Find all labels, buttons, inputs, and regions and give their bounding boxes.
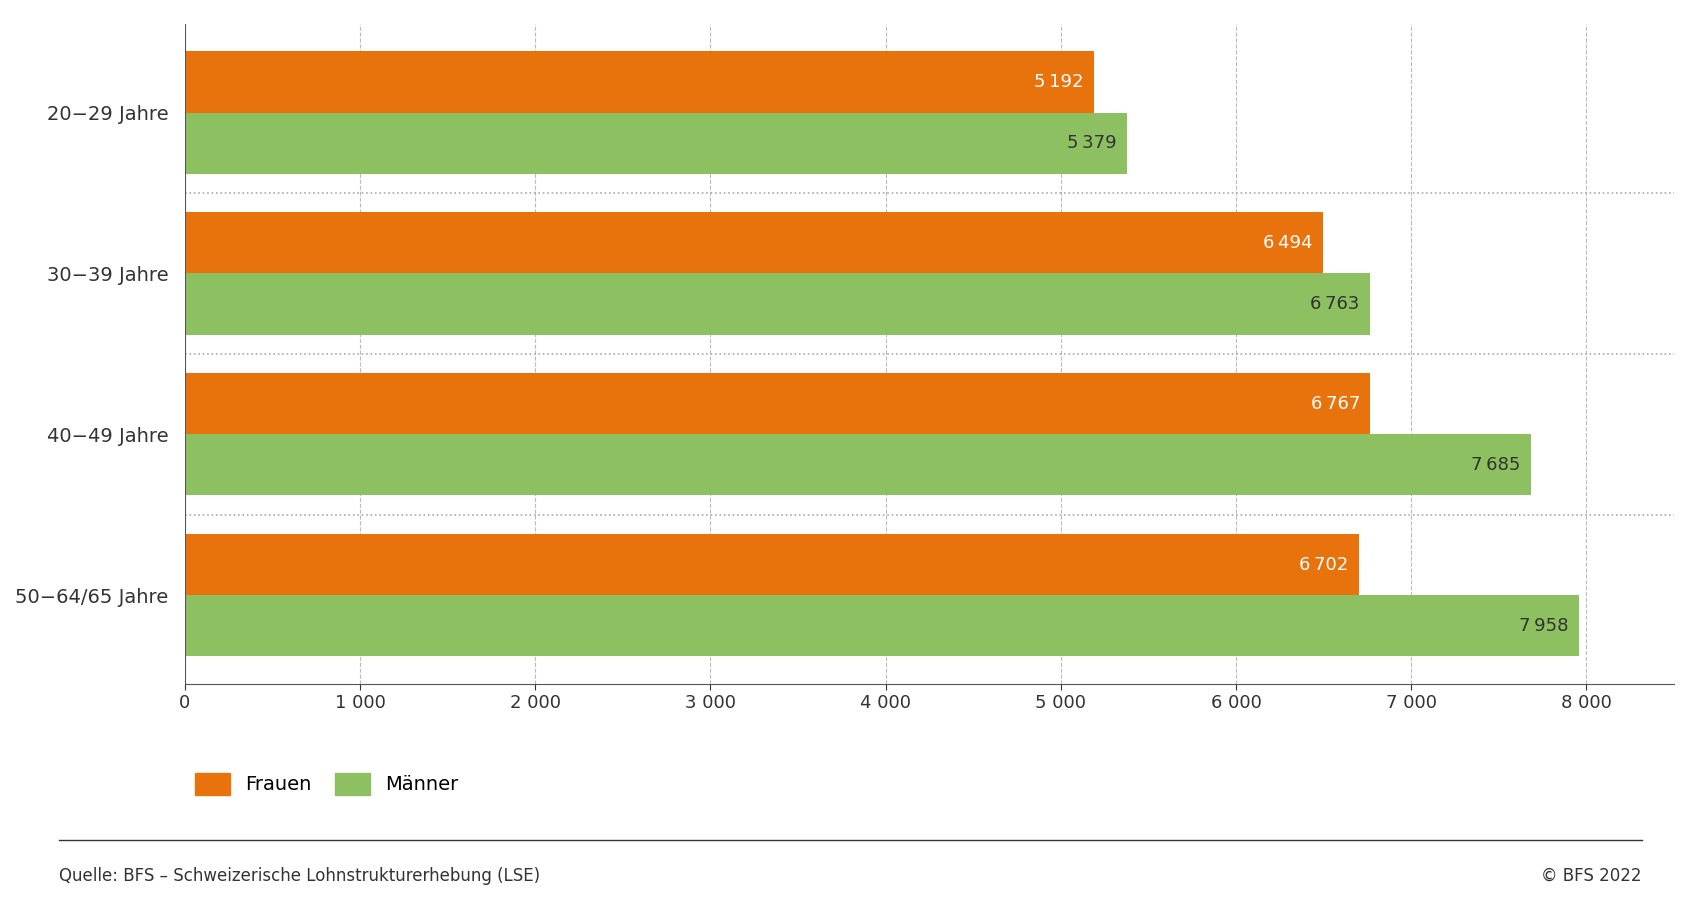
Text: 5 192: 5 192 [1034,73,1084,91]
Text: © BFS 2022: © BFS 2022 [1540,867,1642,885]
Text: 5 379: 5 379 [1067,134,1116,152]
Bar [184,273,1370,335]
Text: 6 763: 6 763 [1309,295,1360,313]
Text: Quelle: BFS – Schweizerische Lohnstrukturerhebung (LSE): Quelle: BFS – Schweizerische Lohnstruktu… [59,867,540,885]
Bar [184,52,1094,112]
Bar [184,595,1579,656]
Legend: Frauen, Männer: Frauen, Männer [194,773,459,795]
Bar [184,534,1360,595]
Bar [184,373,1370,434]
Text: 7 685: 7 685 [1471,456,1520,474]
Bar [184,434,1532,495]
Text: 6 767: 6 767 [1311,395,1360,413]
Text: 6 494: 6 494 [1263,233,1312,252]
Bar [184,213,1322,273]
Text: 7 958: 7 958 [1518,617,1569,634]
Text: 6 702: 6 702 [1299,556,1348,574]
Bar [184,112,1127,174]
